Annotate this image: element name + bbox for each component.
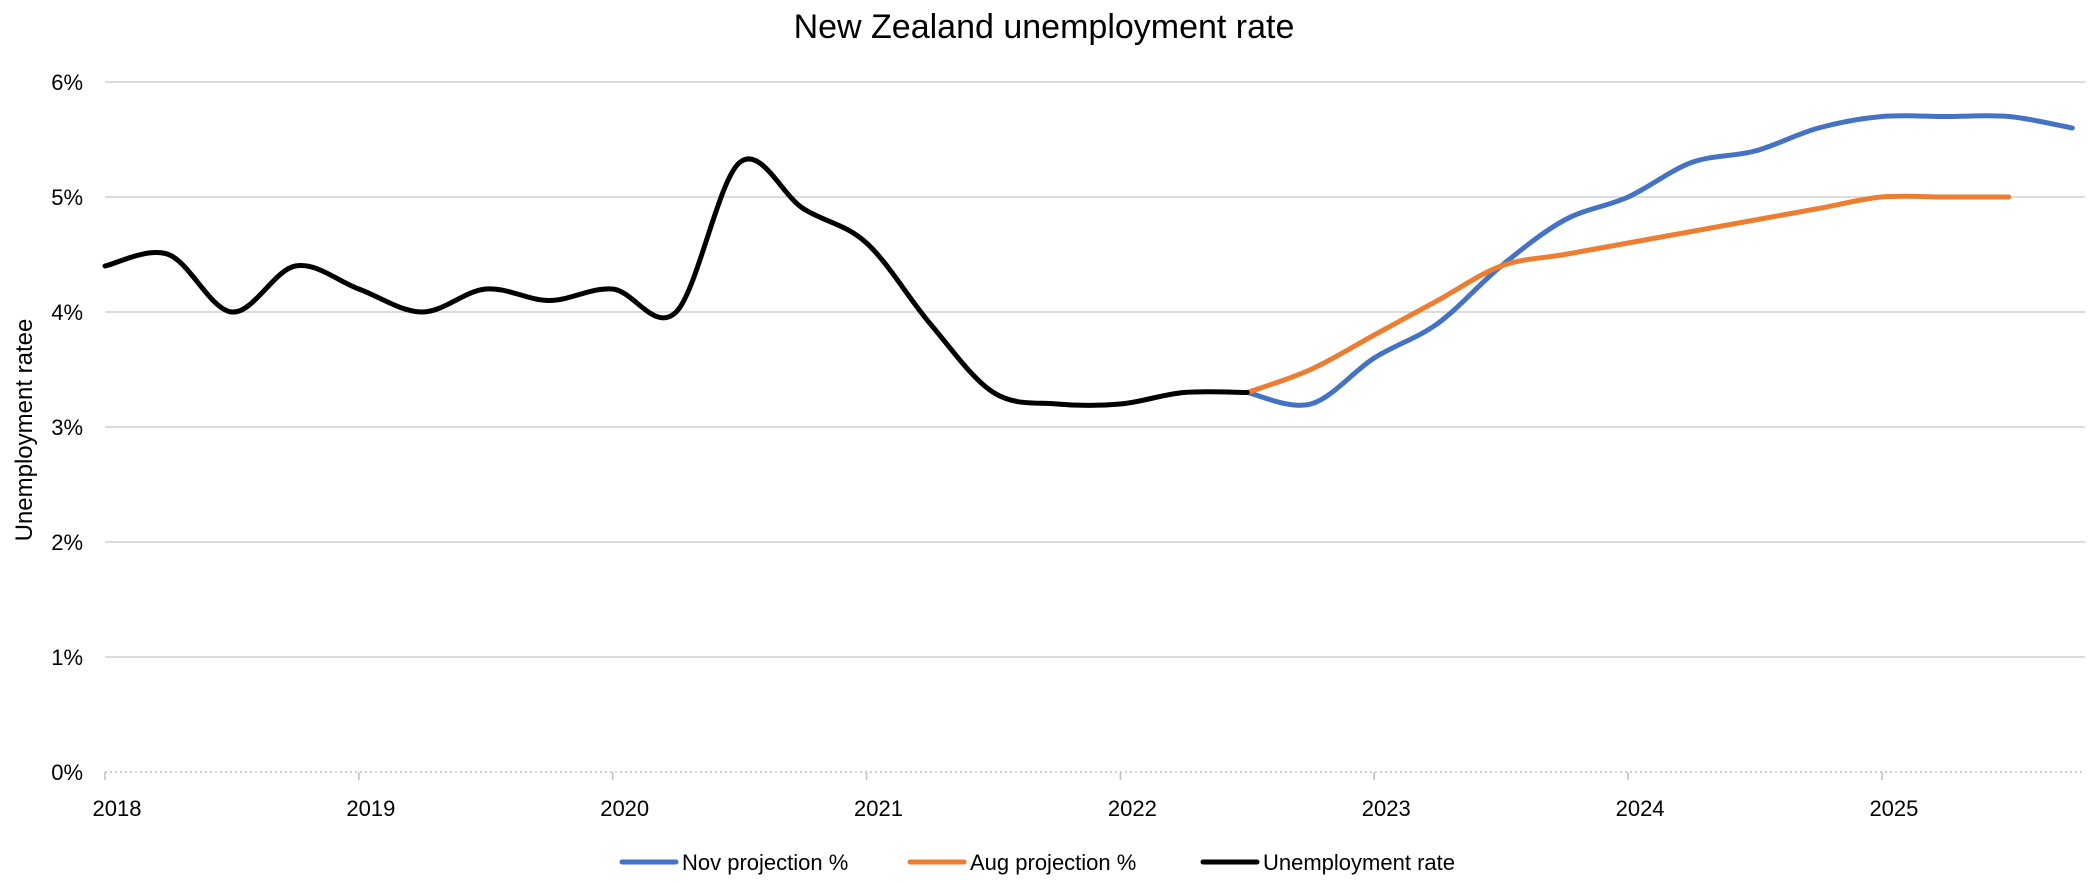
y-tick-label: 6% bbox=[51, 70, 83, 95]
gridlines bbox=[105, 81, 2085, 658]
x-tick-label: 2023 bbox=[1362, 796, 1411, 821]
series-lines bbox=[102, 113, 2075, 408]
legend-label: Aug projection % bbox=[970, 850, 1136, 875]
y-axis-label: Unemployment ratee bbox=[11, 319, 38, 542]
y-tick-label: 0% bbox=[51, 760, 83, 785]
chart-title: New Zealand unemployment rate bbox=[794, 8, 1295, 46]
x-tick-label: 2024 bbox=[1616, 796, 1665, 821]
x-tick-label: 2025 bbox=[1869, 796, 1918, 821]
legend-label: Unemployment rate bbox=[1263, 850, 1455, 875]
x-tick-label: 2021 bbox=[854, 796, 903, 821]
legend-label: Nov projection % bbox=[682, 850, 848, 875]
y-tick-label: 2% bbox=[51, 530, 83, 555]
legend: Nov projection % Aug projection % Unemploy… bbox=[619, 850, 1455, 875]
y-tick-label: 4% bbox=[51, 300, 83, 325]
x-tick-label: 2022 bbox=[1108, 796, 1157, 821]
series-line-unemployment-rate bbox=[102, 156, 1250, 408]
y-tick-label: 5% bbox=[51, 185, 83, 210]
y-tick-label: 1% bbox=[51, 645, 83, 670]
x-tick-label: 2019 bbox=[346, 796, 395, 821]
x-tick-label: 2018 bbox=[93, 796, 142, 821]
axes: 0% 1% 2% 3% 4% 5% 6% 2018 2019 2020 2021 2022 2023 20… bbox=[51, 70, 2085, 821]
series-line-aug-projection bbox=[1244, 193, 2012, 395]
x-tick-label: 2020 bbox=[600, 796, 649, 821]
series-line-nov-projection bbox=[1244, 113, 2075, 408]
y-tick-label: 3% bbox=[51, 415, 83, 440]
